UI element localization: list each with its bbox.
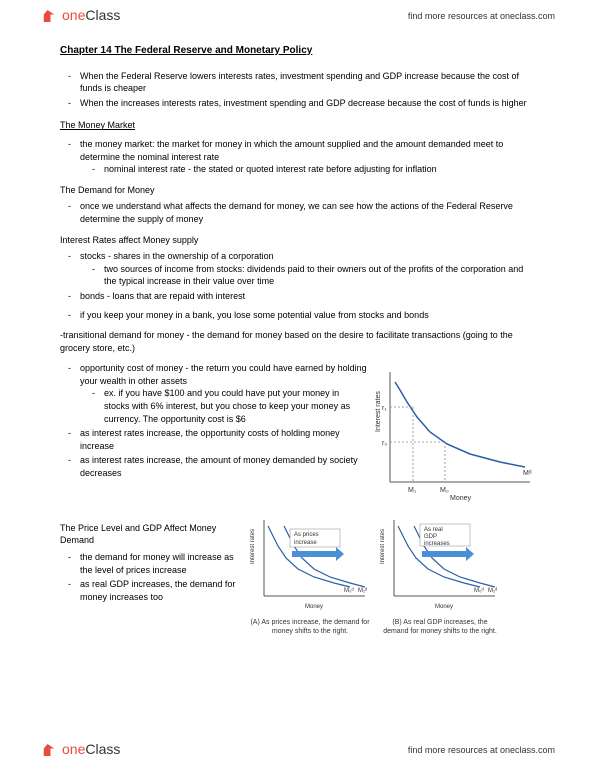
money-market-list: the money market: the market for money i… [60,138,535,176]
bullet-text: the money market: the market for money i… [80,139,503,162]
bullet-item: as interest rates increase, the opportun… [72,427,367,452]
svg-text:M₁ᵈ: M₁ᵈ [488,587,497,594]
svg-text:M₁ᵈ: M₁ᵈ [358,587,367,594]
bullet-item: bonds - loans that are repaid with inter… [72,290,535,303]
gdp-shift-chart: As real GDP increases M₀ᵈ M₁ᵈ Money Inte… [380,514,500,636]
logo-text: oneClass [62,740,120,760]
demand-curve-chart: r₁ r₀ M₁ M₀ Mᵈ Money Interest rates [375,362,535,506]
svg-text:M₀ᵈ: M₀ᵈ [344,587,354,594]
resource-link-top[interactable]: find more resources at oneclass.com [408,10,555,23]
chapter-title: Chapter 14 The Federal Reserve and Monet… [60,44,535,58]
svg-text:increase: increase [294,540,317,546]
bullet-item: ex. if you have $100 and you could have … [96,387,367,425]
bullet-item: two sources of income from stocks: divid… [96,263,535,288]
price-gdp-text-col: The Price Level and GDP Affect Money Dem… [60,514,240,636]
section-demand-money: The Demand for Money [60,184,535,197]
opportunity-text-col: opportunity cost of money - the return y… [60,362,367,485]
bullet-item: if you keep your money in a bank, you lo… [72,309,535,322]
opportunity-list: opportunity cost of money - the return y… [60,362,367,479]
bullet-item: When the increases interests rates, inve… [72,97,535,110]
bullet-item: once we understand what affects the dema… [72,200,535,225]
svg-text:Money: Money [305,604,323,610]
chart-svg: As prices increase M₀ᵈ M₁ᵈ Money Interes… [250,514,370,614]
demand-money-list: once we understand what affects the dema… [60,200,535,225]
r1-label: r₁ [382,405,387,412]
svg-text:GDP: GDP [424,534,437,540]
bullet-text: stocks - shares in the ownership of a co… [80,251,274,261]
svg-text:increases: increases [424,541,450,547]
svg-text:As prices: As prices [294,532,319,538]
chart-caption-b: (B) As real GDP increases, the demand fo… [380,619,500,636]
m1-label: M₁ [408,487,417,494]
m0-label: M₀ [440,487,449,494]
bullet-item: the demand for money will increase as th… [72,551,240,576]
brand-logo-footer: oneClass [40,740,120,760]
r0-label: r₀ [382,440,387,447]
interest-supply-extra: if you keep your money in a bank, you lo… [60,309,535,322]
brand-logo: oneClass [40,6,120,26]
document-body: Chapter 14 The Federal Reserve and Monet… [0,30,595,647]
logo-icon [40,741,58,759]
bullet-item: as real GDP increases, the demand for mo… [72,578,240,603]
bullet-item: opportunity cost of money - the return y… [72,362,367,425]
page-header: oneClass find more resources at oneclass… [0,0,595,30]
interest-supply-list: stocks - shares in the ownership of a co… [60,250,535,302]
section-interest-supply: Interest Rates affect Money supply [60,234,535,247]
svg-text:As real: As real [424,527,443,533]
bullet-text: opportunity cost of money - the return y… [80,363,367,386]
opportunity-row: opportunity cost of money - the return y… [60,362,535,506]
transitional-text: -transitional demand for money - the dem… [60,329,535,354]
price-gdp-row: The Price Level and GDP Affect Money Dem… [60,514,535,636]
ylabel: Interest rates [375,391,382,432]
chart-svg: r₁ r₀ M₁ M₀ Mᵈ Money Interest rates [375,362,535,502]
resource-link-bottom[interactable]: find more resources at oneclass.com [408,744,555,757]
bullet-item: as interest rates increase, the amount o… [72,454,367,479]
svg-text:Interest rates: Interest rates [250,529,256,564]
logo-icon [40,7,58,25]
price-gdp-list: the demand for money will increase as th… [60,551,240,603]
section-price-gdp: The Price Level and GDP Affect Money Dem… [60,522,240,547]
page-footer: oneClass find more resources at oneclass… [0,736,595,764]
svg-text:Interest rates: Interest rates [380,529,386,564]
bullet-item: the money market: the market for money i… [72,138,535,176]
price-shift-chart: As prices increase M₀ᵈ M₁ᵈ Money Interes… [250,514,370,636]
nested-list: nominal interest rate - the stated or qu… [80,163,535,176]
bullet-item: nominal interest rate - the stated or qu… [96,163,535,176]
chart-caption-a: (A) As prices increase, the demand for m… [250,619,370,636]
md-label: Mᵈ [523,470,532,477]
intro-list: When the Federal Reserve lowers interest… [60,70,535,110]
svg-text:Money: Money [435,604,453,610]
bullet-item: stocks - shares in the ownership of a co… [72,250,535,288]
svg-text:M₀ᵈ: M₀ᵈ [474,587,484,594]
nested-list: two sources of income from stocks: divid… [80,263,535,288]
logo-text: oneClass [62,6,120,26]
bullet-item: When the Federal Reserve lowers interest… [72,70,535,95]
section-money-market: The Money Market [60,119,535,132]
nested-list: ex. if you have $100 and you could have … [80,387,367,425]
xlabel: Money [450,495,472,502]
chart-svg: As real GDP increases M₀ᵈ M₁ᵈ Money Inte… [380,514,500,614]
